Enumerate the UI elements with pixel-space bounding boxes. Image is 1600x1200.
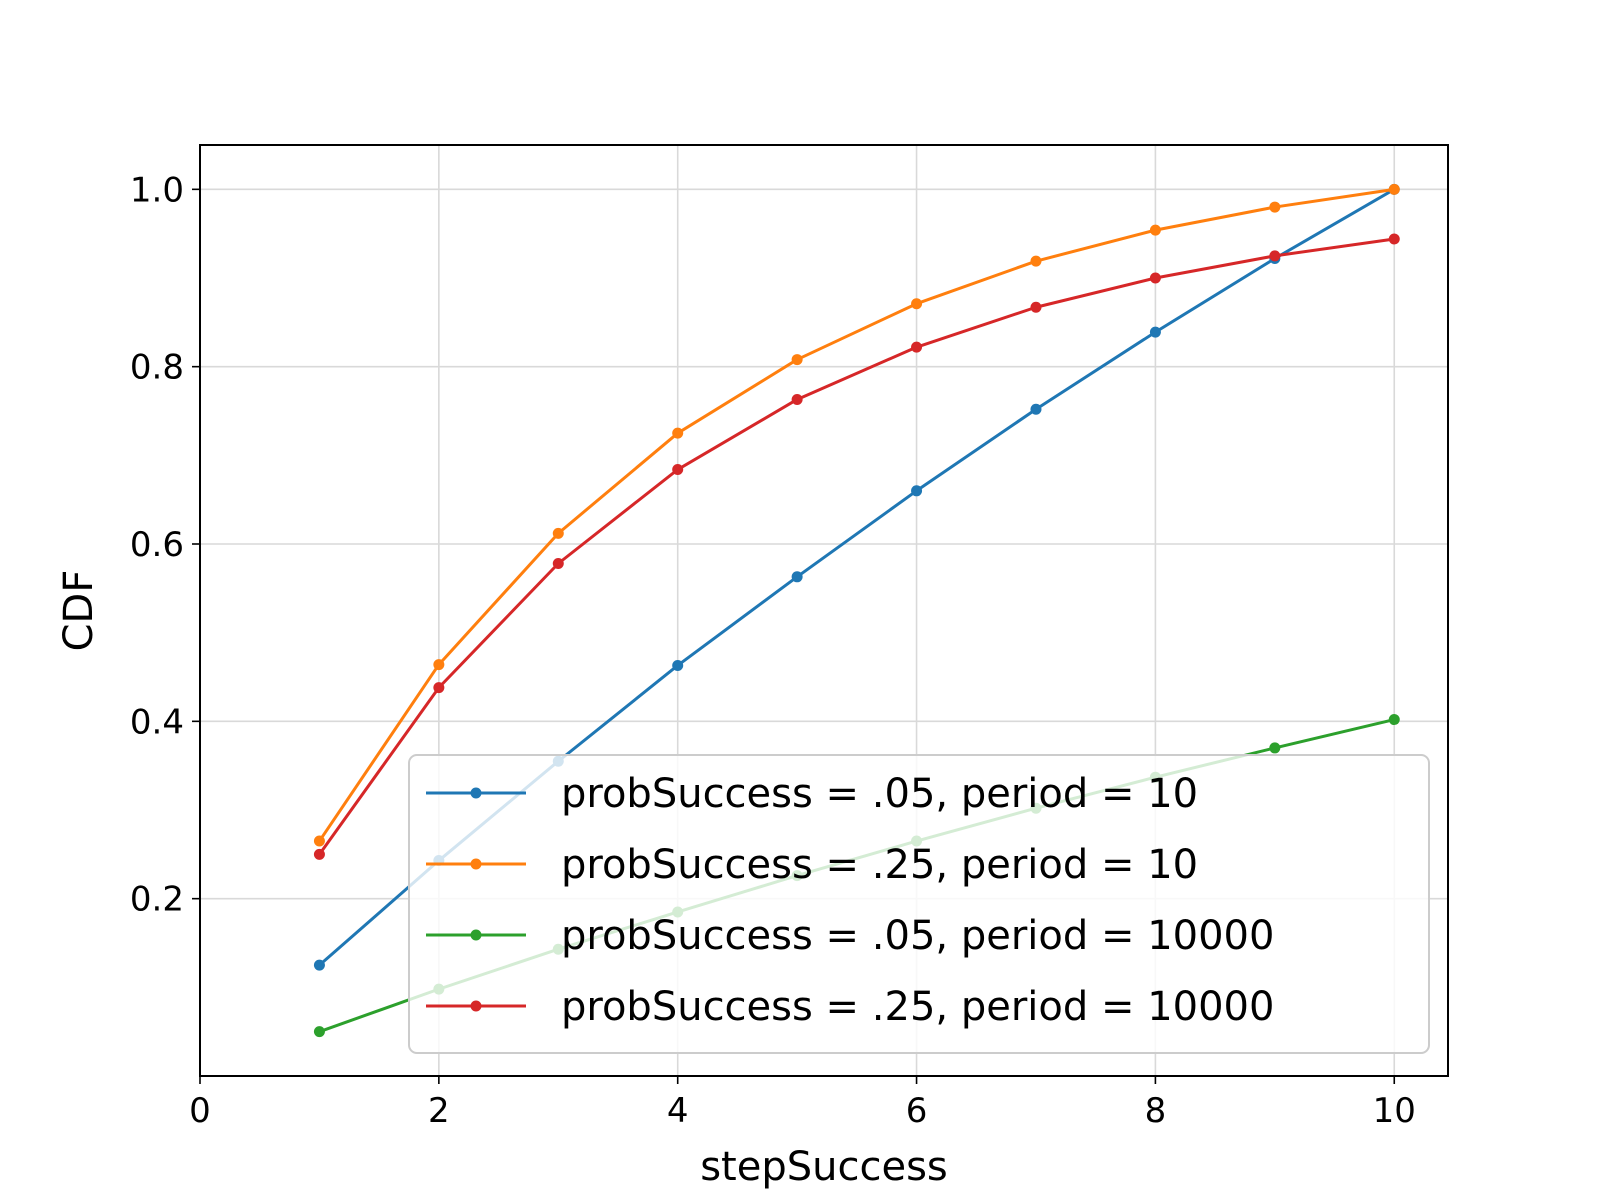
- y-tick-label: 0.6: [130, 525, 184, 565]
- data-point: [1269, 201, 1281, 213]
- data-point: [911, 485, 923, 497]
- data-point: [1149, 224, 1161, 236]
- series-line-2: [318, 187, 1395, 842]
- data-point: [1030, 301, 1042, 313]
- x-tick-label: 10: [1373, 1091, 1416, 1131]
- y-axis-label: CDF: [56, 570, 102, 652]
- data-point: [911, 341, 923, 353]
- legend-swatch-marker: [470, 929, 482, 941]
- grid-lines: [199, 145, 1448, 1076]
- series-line-4: [318, 237, 1395, 856]
- y-tick-label: 0.2: [130, 880, 184, 920]
- legend-entry-label: probSuccess = .05, period = 10000: [561, 913, 1274, 959]
- data-point: [552, 558, 564, 570]
- legend-swatch-marker: [470, 787, 482, 799]
- data-point: [1269, 250, 1281, 262]
- data-point: [313, 1026, 325, 1038]
- legend-entry-label: probSuccess = .25, period = 10: [561, 842, 1198, 888]
- data-point: [313, 835, 325, 847]
- x-tick-label: 0: [189, 1091, 211, 1131]
- x-tick-label: 6: [906, 1091, 928, 1131]
- data-point: [1388, 714, 1400, 726]
- data-point: [672, 464, 684, 476]
- legend: probSuccess = .05, period = 10 probSucces…: [408, 754, 1430, 1054]
- plot-frame: [199, 144, 1449, 1077]
- data-point: [552, 527, 564, 539]
- data-point: [1030, 255, 1042, 267]
- data-point: [1388, 233, 1400, 245]
- data-point: [1030, 403, 1042, 415]
- tick-group: 0 2 4 6 8 10 0.2 0.4 0.6 0.8 1.0: [130, 170, 1416, 1131]
- legend-box: [408, 754, 1430, 1054]
- data-point: [1269, 742, 1281, 754]
- data-point: [672, 659, 684, 671]
- data-point: [433, 659, 445, 671]
- data-point: [911, 298, 923, 310]
- x-tick-label: 4: [667, 1091, 689, 1131]
- x-tick-label: 2: [428, 1091, 450, 1131]
- y-tick-label: 0.4: [130, 702, 184, 742]
- data-point: [1149, 272, 1161, 284]
- data-point: [791, 393, 803, 405]
- data-point: [672, 427, 684, 439]
- data-point: [313, 848, 325, 860]
- x-axis-label: stepSuccess: [700, 1144, 948, 1190]
- y-tick-label: 1.0: [130, 170, 184, 210]
- data-point: [791, 354, 803, 366]
- x-tick-label: 8: [1145, 1091, 1167, 1131]
- legend-entry-label: probSuccess = .05, period = 10: [561, 771, 1198, 817]
- data-point: [313, 959, 325, 971]
- data-point: [791, 571, 803, 583]
- y-tick-label: 0.8: [130, 348, 184, 388]
- legend-entry-label: probSuccess = .25, period = 10000: [561, 984, 1274, 1030]
- data-point: [1149, 326, 1161, 338]
- data-point: [433, 682, 445, 694]
- data-point: [1388, 183, 1400, 195]
- legend-swatch-marker: [470, 858, 482, 870]
- legend-swatch-marker: [470, 1000, 482, 1012]
